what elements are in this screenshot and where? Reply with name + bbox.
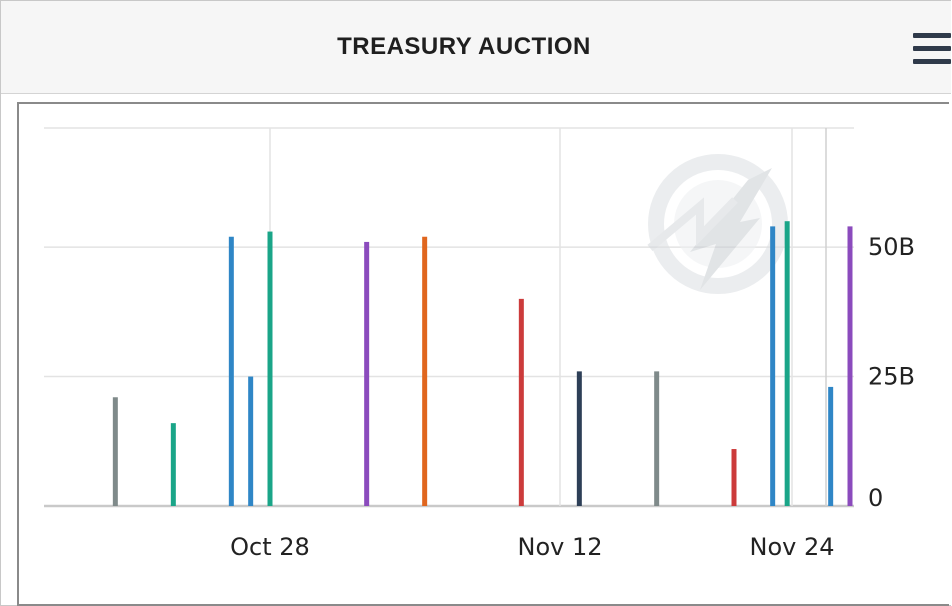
y-tick-label: 50B [868,233,915,261]
bar-7[interactable] [518,298,524,506]
chart-bars [112,221,853,507]
bar-14[interactable] [847,226,853,507]
quote-lightning-logo-icon [647,154,788,294]
bar-9[interactable] [654,371,660,506]
widget-header: TREASURY AUCTION [1,1,951,94]
y-axis-ticks: 0 25B 50B [868,233,915,512]
bar-11[interactable] [770,226,776,507]
chart-panel [17,102,949,606]
x-axis-ticks: Oct 28 Nov 12 Nov 24 [230,533,834,561]
widget-title: TREASURY AUCTION [337,33,591,60]
bar-13[interactable] [828,386,834,506]
y-tick-label: 25B [868,363,915,391]
hamburger-menu-icon[interactable] [913,31,952,69]
bar-6[interactable] [422,236,428,506]
chart-grid [44,127,854,508]
bar-0[interactable] [112,397,118,506]
bar-10[interactable] [731,449,737,506]
bar-5[interactable] [364,241,370,507]
x-tick-label: Nov 24 [749,533,834,561]
bar-2[interactable] [228,236,234,506]
bar-8[interactable] [576,371,582,506]
bar-3[interactable] [248,376,254,506]
bar-1[interactable] [170,423,176,506]
y-tick-label: 0 [868,484,883,512]
x-tick-label: Oct 28 [230,533,310,561]
bar-4[interactable] [267,231,273,506]
bar-12[interactable] [784,221,790,506]
x-tick-label: Nov 12 [517,533,602,561]
